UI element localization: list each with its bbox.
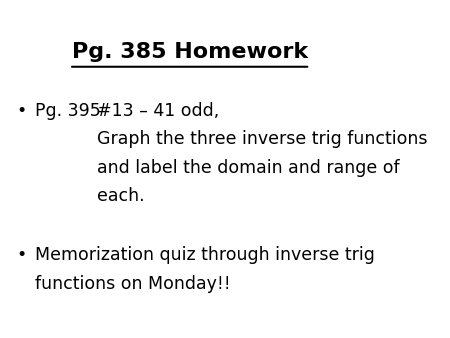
Text: •: • — [17, 246, 27, 264]
Text: •: • — [17, 102, 27, 120]
Text: each.: each. — [97, 188, 145, 206]
Text: Graph the three inverse trig functions: Graph the three inverse trig functions — [97, 130, 428, 148]
Text: Memorization quiz through inverse trig: Memorization quiz through inverse trig — [35, 246, 375, 264]
Text: Pg. 385 Homework: Pg. 385 Homework — [72, 42, 308, 62]
Text: #13 – 41 odd,: #13 – 41 odd, — [97, 102, 220, 120]
Text: Pg. 395: Pg. 395 — [35, 102, 101, 120]
Text: and label the domain and range of: and label the domain and range of — [97, 159, 400, 177]
Text: functions on Monday!!: functions on Monday!! — [35, 274, 231, 293]
